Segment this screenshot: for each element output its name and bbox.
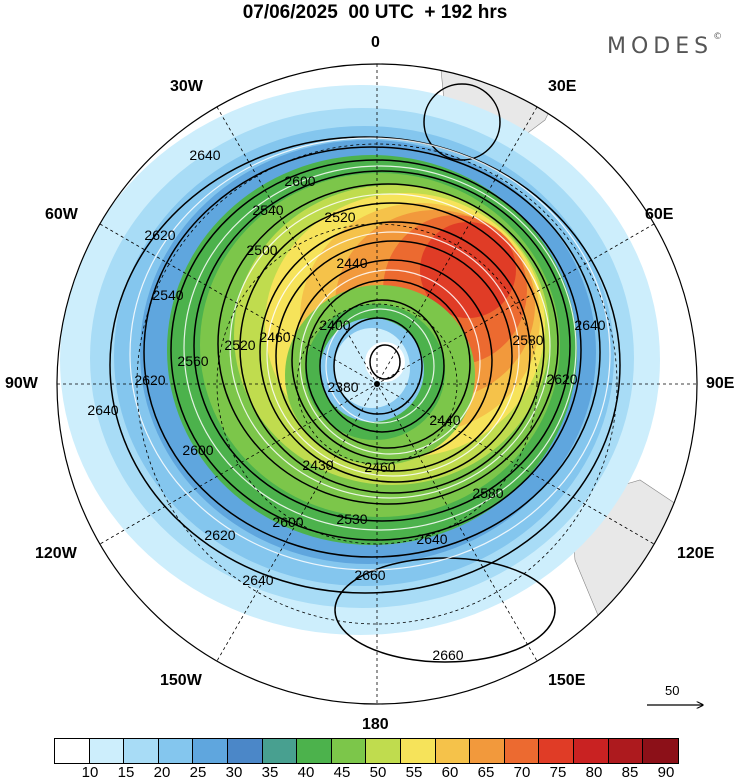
longitude-label-150e: 150E: [548, 672, 586, 689]
contour-label: 2600: [182, 442, 213, 458]
longitude-label-60w: 60W: [45, 206, 78, 223]
colorbar-tick-label: 80: [585, 764, 603, 781]
colorbar-tick-label: 85: [621, 764, 639, 781]
contour-label: 2660: [354, 567, 385, 583]
longitude-label-180: 180: [362, 716, 389, 733]
contour-label: 2620: [144, 227, 175, 243]
contour-label: 2640: [242, 572, 273, 588]
colorbar: [54, 738, 679, 764]
colorbar-swatch: [331, 739, 367, 763]
contour-label: 2540: [252, 202, 283, 218]
colorbar-tick-label: 55: [405, 764, 423, 781]
colorbar-tick-label: 15: [117, 764, 135, 781]
height-contours: [109, 83, 621, 663]
colorbar-tick-label: 60: [441, 764, 459, 781]
colorbar-swatch: [470, 739, 505, 763]
contour-label: 2540: [152, 287, 183, 303]
longitude-label-30w: 30W: [170, 78, 203, 95]
colorbar-tick-label: 65: [477, 764, 495, 781]
contour-label: 2440: [336, 255, 367, 271]
colorbar-swatch: [193, 739, 228, 763]
map-title: 07/06/2025 00 UTC + 192 hrs: [242, 2, 508, 23]
longitude-label-90w: 90W: [5, 375, 38, 392]
colorbar-swatch: [89, 739, 125, 763]
colorbar-tick-label: 50: [369, 764, 387, 781]
wind-streamlines: [129, 137, 611, 571]
map-border: [56, 63, 698, 705]
colorbar-swatch: [55, 739, 90, 763]
contour-label: 2620: [204, 527, 235, 543]
brand-mark: ©: [713, 31, 723, 42]
contour-label: 2560: [177, 353, 208, 369]
contour-label: 2530: [336, 511, 367, 527]
colorbar-tick-label: 35: [261, 764, 279, 781]
longitude-label-90e: 90E: [706, 375, 735, 392]
colorbar-swatch: [643, 739, 678, 763]
colorbar-tick-label: 70: [513, 764, 531, 781]
contour-label: 2500: [246, 242, 277, 258]
contour-label: 2600: [272, 514, 303, 530]
colorbar-swatch: [158, 739, 194, 763]
contour-label: 2640: [416, 531, 447, 547]
contour-label: 2620: [546, 371, 577, 387]
contour-label: 2520: [324, 209, 355, 225]
brand-text: MODES: [607, 34, 714, 59]
colorbar-tick-label: 75: [549, 764, 567, 781]
colorbar-tick-label: 40: [297, 764, 315, 781]
colorbar-tick-label: 10: [81, 764, 99, 781]
colorbar-swatch: [227, 739, 263, 763]
reference-vector-label: 50: [665, 683, 680, 698]
colorbar-tick-label: 90: [657, 764, 675, 781]
contour-label: 2620: [134, 372, 165, 388]
colorbar-tick-label: 30: [225, 764, 243, 781]
contour-label: 2660: [432, 647, 463, 663]
colorbar-swatch: [504, 739, 540, 763]
contour-label: 2400: [319, 317, 350, 333]
colorbar-swatch: [608, 739, 644, 763]
longitude-label-30e: 30E: [548, 78, 577, 95]
contour-label: 2380: [327, 379, 358, 395]
colorbar-swatch: [262, 739, 298, 763]
contour-label: 2640: [189, 147, 220, 163]
longitude-label-0: 0: [371, 34, 380, 51]
colorbar-labels: 10 15 20 25 30 35 40 45 50 55 60 65 70 75 80 85 90: [54, 764, 702, 782]
contour-label: 2640: [87, 402, 118, 418]
colorbar-swatch: [124, 739, 159, 763]
contour-label: 2460: [259, 329, 290, 345]
colorbar-swatch: [573, 739, 609, 763]
contour-label-group: 2640 2600 2520 2440 2540 2620 2500 2400 …: [87, 147, 605, 663]
colorbar-swatch: [366, 739, 401, 763]
longitude-label-60e: 60E: [645, 206, 674, 223]
colorbar-swatch: [297, 739, 332, 763]
polar-map: 2640 2600 2520 2440 2540 2620 2500 2400 …: [56, 63, 698, 705]
contour-label: 2520: [224, 337, 255, 353]
modes-logo: MODES©: [607, 31, 723, 59]
longitude-label-120e: 120E: [677, 545, 715, 562]
colorbar-swatch: [400, 739, 436, 763]
contour-label: 2600: [284, 173, 315, 189]
contour-label: 2430: [302, 457, 333, 473]
contour-label: 2640: [574, 317, 605, 333]
contour-label: 2440: [429, 412, 460, 428]
colorbar-swatch: [539, 739, 574, 763]
south-pole-marker: [374, 381, 380, 387]
colorbar-tick-label: 20: [153, 764, 171, 781]
colorbar-swatch: [435, 739, 471, 763]
longitude-label-150w: 150W: [160, 672, 202, 689]
contour-label: 2580: [472, 485, 503, 501]
contour-label: 2460: [364, 459, 395, 475]
contour-label: 2580: [512, 332, 543, 348]
colorbar-tick-label: 45: [333, 764, 351, 781]
colorbar-tick-label: 25: [189, 764, 207, 781]
longitude-label-120w: 120W: [35, 545, 77, 562]
